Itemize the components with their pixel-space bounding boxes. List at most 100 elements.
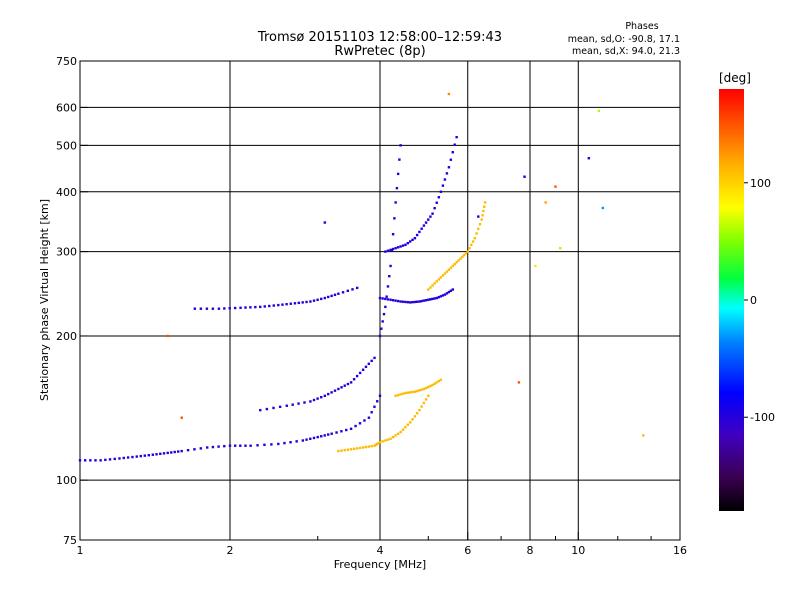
data-point — [352, 447, 356, 451]
data-point — [447, 290, 451, 294]
data-point — [277, 303, 280, 307]
data-point — [413, 236, 417, 240]
data-point — [254, 305, 257, 309]
data-point — [297, 402, 300, 405]
data-point — [346, 382, 350, 386]
data-point — [447, 268, 451, 271]
y-tick-label: 600 — [56, 101, 77, 114]
data-point — [406, 241, 410, 245]
data-point — [642, 434, 645, 437]
data-point — [391, 233, 395, 236]
data-point — [291, 403, 294, 406]
x-tick-label: 4 — [377, 544, 384, 557]
colorbar-tick-label: -100 — [750, 411, 775, 424]
data-point — [316, 298, 319, 301]
data-point — [427, 385, 430, 389]
data-point — [415, 389, 419, 393]
data-point — [390, 248, 394, 252]
data-point — [374, 443, 378, 447]
y-tick-label: 400 — [56, 186, 77, 199]
data-point — [464, 252, 468, 255]
data-point — [413, 300, 417, 304]
data-point — [351, 288, 354, 291]
data-point — [355, 374, 359, 378]
legend-line-o: mean, sd,O: -90.8, 17.1 — [568, 34, 680, 45]
data-point — [363, 419, 366, 422]
data-point — [415, 412, 419, 415]
data-point — [413, 415, 417, 418]
data-point — [420, 299, 423, 303]
data-point — [309, 437, 312, 440]
data-point — [451, 264, 455, 268]
data-point — [340, 430, 343, 433]
data-point — [268, 304, 271, 308]
data-point — [277, 442, 280, 446]
data-point — [285, 404, 288, 407]
data-point — [431, 284, 434, 287]
legend-title: Phases — [625, 21, 658, 32]
y-tick-label: 500 — [56, 139, 77, 152]
data-point — [323, 221, 327, 224]
data-point — [349, 381, 353, 384]
data-point — [418, 300, 421, 303]
data-point — [263, 443, 266, 447]
data-point — [346, 448, 350, 451]
y-tick-label: 100 — [56, 474, 77, 487]
data-point — [223, 444, 226, 448]
data-point — [377, 441, 380, 445]
data-point — [435, 280, 438, 283]
data-point — [166, 334, 169, 338]
data-point — [386, 438, 390, 441]
data-point — [170, 451, 173, 454]
data-point — [330, 294, 333, 298]
data-point — [378, 394, 382, 398]
data-point — [249, 444, 252, 447]
data-point — [378, 441, 382, 444]
data-point — [211, 307, 215, 310]
data-point — [459, 257, 462, 260]
data-point — [135, 455, 138, 458]
data-point — [180, 449, 183, 453]
data-point — [355, 447, 359, 450]
data-point — [263, 305, 266, 308]
data-point — [523, 175, 526, 178]
data-point — [398, 158, 401, 161]
data-point — [449, 289, 453, 293]
data-point — [411, 390, 414, 394]
data-point — [404, 391, 407, 395]
data-point — [455, 261, 458, 264]
data-point — [389, 437, 392, 440]
data-point — [244, 306, 247, 309]
data-point — [337, 292, 340, 295]
data-point — [381, 297, 384, 300]
data-point — [113, 457, 116, 461]
data-point — [323, 296, 327, 300]
data-point — [420, 405, 423, 408]
data-point — [349, 448, 353, 451]
data-point — [439, 378, 443, 381]
data-point — [429, 286, 432, 289]
data-point — [431, 383, 434, 387]
data-point — [327, 392, 330, 396]
data-point — [477, 215, 480, 218]
data-point — [415, 300, 419, 303]
data-point — [305, 438, 308, 441]
data-point — [422, 387, 426, 391]
data-point — [259, 408, 262, 412]
data-point — [449, 158, 453, 161]
data-point — [431, 212, 434, 215]
data-point — [396, 172, 400, 176]
data-point — [343, 384, 346, 387]
data-point — [394, 246, 397, 250]
data-point — [478, 223, 482, 226]
data-point — [346, 289, 349, 293]
data-point — [217, 307, 221, 310]
data-point — [358, 371, 362, 375]
data-point — [437, 379, 441, 383]
data-point — [293, 302, 297, 305]
data-point — [399, 245, 402, 248]
data-point — [451, 288, 455, 291]
data-point — [320, 297, 323, 301]
data-point — [587, 157, 591, 160]
